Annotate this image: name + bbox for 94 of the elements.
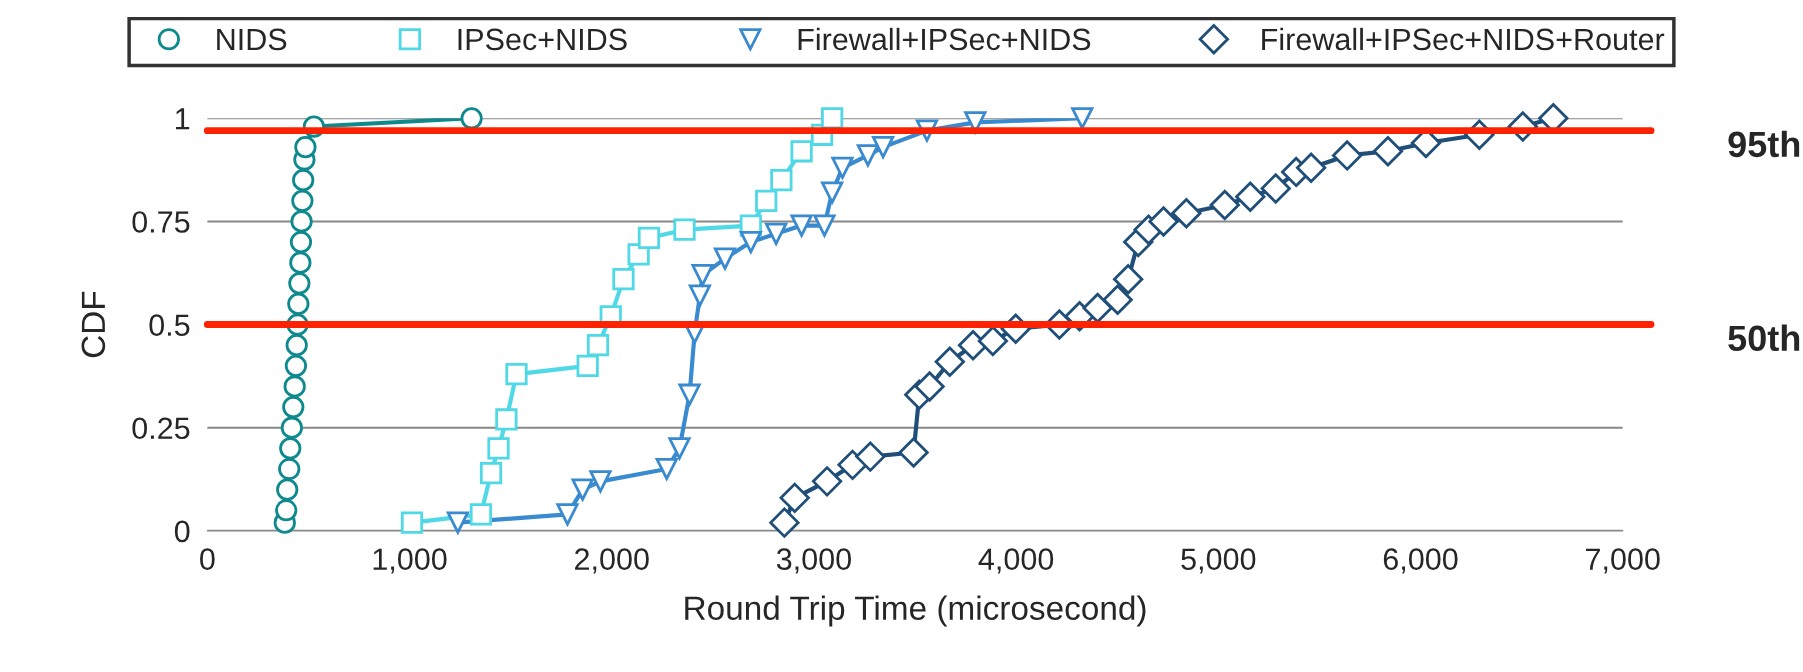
point — [576, 354, 599, 377]
point — [770, 169, 793, 192]
y-axis-title: CDF — [81, 291, 106, 358]
point — [1102, 284, 1133, 315]
point — [280, 416, 303, 439]
ref-line-label: 50th — [1728, 324, 1800, 352]
point — [934, 346, 965, 377]
x-tick-label: 4,000 — [978, 548, 1054, 574]
point — [655, 457, 678, 481]
point — [1260, 173, 1291, 204]
point — [291, 189, 314, 212]
x-tick-label: 6,000 — [1383, 548, 1458, 574]
point — [285, 334, 308, 357]
point — [555, 503, 580, 528]
x-tick-label: 1,000 — [373, 548, 447, 574]
x-tick-label: 7,000 — [1586, 548, 1660, 574]
point — [813, 214, 836, 237]
point — [289, 230, 313, 254]
point — [1331, 140, 1363, 171]
point — [289, 251, 312, 274]
point — [275, 499, 298, 522]
point — [790, 214, 813, 237]
point — [1171, 198, 1202, 229]
y-tick-label: 0 — [174, 520, 190, 543]
point — [278, 457, 301, 481]
point — [1235, 181, 1266, 212]
y-tick-label: 0.25 — [132, 417, 190, 440]
point — [755, 189, 778, 212]
legend-label: Firewall+IPSec+NIDS+Router — [1262, 27, 1665, 51]
point — [790, 140, 813, 163]
point — [821, 107, 844, 130]
point — [487, 437, 510, 460]
point — [637, 226, 661, 250]
point — [505, 362, 528, 386]
y-tick-label: 0.75 — [132, 211, 190, 233]
point — [977, 325, 1009, 357]
point — [460, 107, 483, 130]
y-tick-label: 0.5 — [149, 314, 190, 336]
point — [964, 111, 987, 134]
point — [588, 470, 613, 495]
x-tick-label: 0 — [200, 548, 215, 570]
point — [1209, 189, 1240, 221]
point — [1071, 107, 1094, 130]
point — [586, 334, 610, 357]
point — [1113, 264, 1144, 295]
y-tick-label: 1 — [176, 108, 190, 130]
x-tick-label: 5,000 — [1181, 548, 1256, 574]
ref-line-label: 95th — [1728, 130, 1800, 158]
point — [821, 181, 844, 204]
point — [292, 169, 315, 192]
point — [1148, 206, 1179, 237]
legend-label: NIDS — [217, 28, 287, 51]
point — [713, 247, 737, 270]
point — [469, 503, 493, 526]
point — [612, 268, 635, 291]
point — [769, 507, 800, 538]
point — [673, 218, 696, 241]
point — [1082, 292, 1113, 324]
point — [691, 263, 714, 287]
point — [688, 284, 711, 307]
point — [287, 292, 310, 316]
point — [446, 511, 469, 534]
x-tick-label: 3,000 — [776, 548, 851, 574]
point — [479, 462, 503, 485]
point — [288, 272, 311, 295]
point — [811, 466, 843, 497]
point — [279, 437, 302, 460]
point — [898, 437, 929, 468]
point — [1295, 152, 1327, 183]
point — [283, 375, 306, 398]
point — [282, 395, 305, 419]
point — [856, 144, 880, 167]
point — [667, 437, 692, 462]
x-tick-label: 2,000 — [575, 548, 649, 574]
point — [855, 441, 886, 472]
legend-label: IPSec+NIDS — [458, 28, 627, 51]
legend-label: Firewall+IPSec+NIDS — [798, 27, 1091, 51]
x-axis-title: Round Trip Time (microsecond) — [685, 595, 1146, 627]
point — [284, 354, 308, 377]
point — [739, 230, 762, 254]
point — [276, 478, 299, 501]
point — [571, 478, 594, 501]
point — [871, 136, 895, 159]
point — [290, 210, 313, 233]
point — [779, 482, 810, 514]
point — [495, 408, 518, 431]
point — [837, 449, 868, 480]
point — [765, 222, 788, 245]
point — [914, 371, 945, 402]
point — [400, 511, 424, 534]
point — [1372, 136, 1404, 167]
point — [678, 383, 701, 406]
point — [294, 136, 317, 159]
point — [831, 156, 854, 179]
